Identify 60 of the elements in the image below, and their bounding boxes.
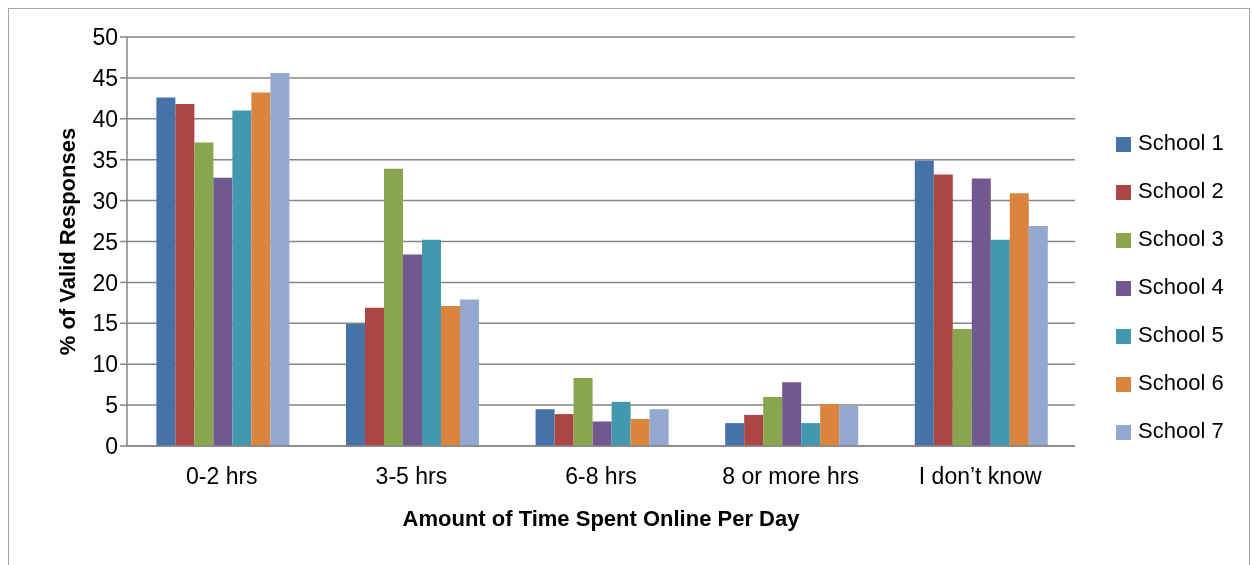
bar: [933, 174, 953, 446]
bar: [232, 110, 252, 446]
y-tick-label: 5: [105, 392, 118, 419]
bar: [1009, 193, 1029, 446]
bar: [952, 329, 972, 446]
bar: [213, 177, 233, 446]
x-axis-title: Amount of Time Spent Online Per Day: [402, 506, 801, 531]
bar: [175, 104, 195, 446]
bar: [649, 409, 669, 446]
bar: [592, 421, 612, 446]
bar: [971, 178, 991, 446]
y-tick-label: 30: [92, 187, 118, 214]
bar: [990, 239, 1010, 446]
y-tick-label: 50: [92, 24, 118, 51]
bar: [535, 409, 555, 446]
bar: [459, 299, 479, 446]
legend-label: School 5: [1137, 322, 1224, 347]
bar: [156, 97, 176, 446]
x-tick-label: 0-2 hrs: [186, 463, 258, 490]
bar: [421, 239, 441, 446]
bar: [251, 92, 271, 446]
bar: [194, 142, 214, 446]
y-tick-label: 45: [92, 65, 118, 92]
bar: [270, 72, 290, 446]
y-tick-label: 10: [92, 351, 118, 378]
legend-label: School 3: [1137, 226, 1224, 251]
bar: [763, 396, 783, 446]
y-tick-label: 0: [105, 433, 118, 460]
bar: [725, 423, 745, 446]
legend-label: School 7: [1137, 418, 1224, 443]
legend-label: School 4: [1137, 274, 1224, 299]
y-tick-label: 15: [92, 310, 118, 337]
bar: [801, 423, 821, 446]
bar: [630, 419, 650, 446]
bar: [1028, 225, 1048, 446]
y-tick-label: 25: [92, 228, 118, 255]
y-tick-label: 35: [92, 146, 118, 173]
bar: [839, 405, 859, 446]
bar: [611, 401, 631, 446]
bar: [782, 382, 802, 446]
legend-label: School 6: [1137, 370, 1224, 395]
x-tick-label: I don’t know: [918, 463, 1042, 490]
y-tick-label: 40: [92, 105, 118, 132]
bar: [402, 254, 422, 446]
x-tick-label: 3-5 hrs: [375, 463, 448, 490]
bar: [573, 378, 593, 446]
y-axis-title: % of Valid Responses: [55, 127, 81, 356]
legend-label: School 1: [1137, 130, 1224, 155]
bar: [345, 324, 365, 446]
x-tick-label: 8 or more hrs: [722, 463, 859, 490]
bar: [364, 307, 384, 446]
bar: [554, 414, 574, 446]
bar: [744, 414, 764, 446]
bar: [383, 168, 403, 446]
y-tick-label: 20: [92, 269, 118, 296]
legend-label: School 2: [1137, 178, 1224, 203]
x-tick-label: 6-8 hrs: [565, 463, 637, 490]
bar: [820, 404, 840, 446]
bar: [440, 306, 460, 446]
bar: [914, 160, 934, 446]
